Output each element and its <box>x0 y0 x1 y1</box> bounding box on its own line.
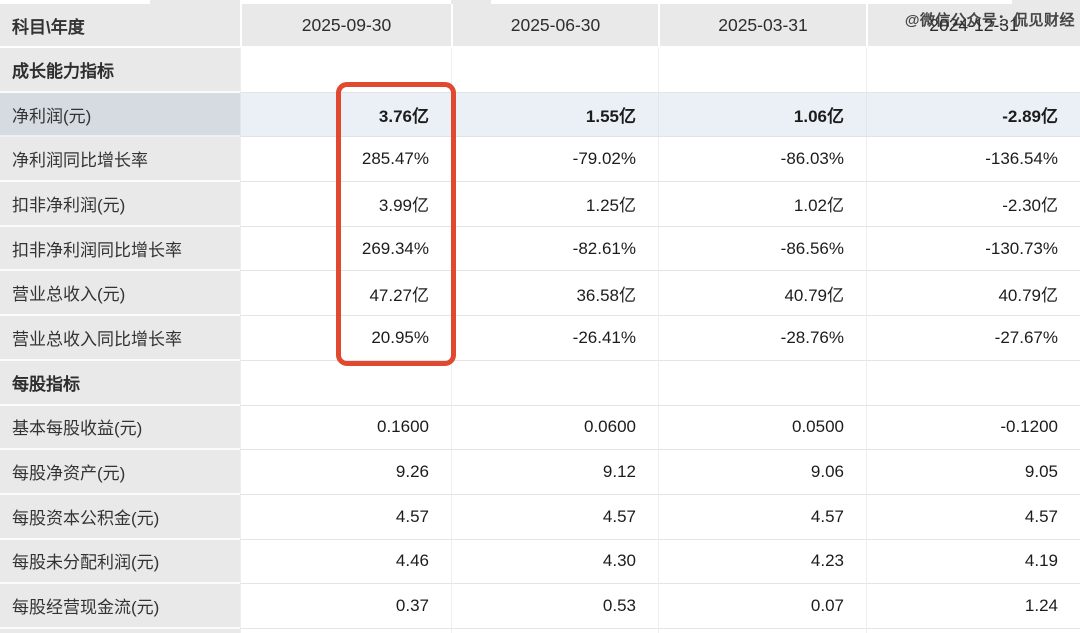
cell-value: 4.57 <box>451 494 658 540</box>
row-label: 成长能力指标 <box>0 48 240 93</box>
cell-value: -79.02% <box>451 137 658 183</box>
cell-value: -0.1200 <box>866 405 1080 451</box>
cell-value: 0.0600 <box>451 405 658 451</box>
table-row: 每股未分配利润(元) 4.46 4.30 4.23 4.19 <box>0 539 1080 585</box>
cell-value: 1.25亿 <box>451 182 658 227</box>
cell-value: 0.07 <box>658 584 866 629</box>
cell-value: 9.26 <box>240 450 451 495</box>
cell-value: -27.67% <box>866 316 1080 361</box>
cell-value <box>240 628 451 633</box>
cell-value: 1.06亿 <box>658 92 866 138</box>
cell-value: 9.05 <box>866 450 1080 495</box>
header-column-2025-09-30: 2025-09-30 <box>240 4 451 48</box>
cell-value: -2.89亿 <box>866 92 1080 138</box>
row-label: 每股净资产(元) <box>0 450 240 495</box>
cell-value <box>866 48 1080 93</box>
table-body: 成长能力指标 净利润(元) 3.76亿 1.55亿 1.06亿 -2.89亿 净利润同比增长… <box>0 48 1080 629</box>
cell-value <box>658 48 866 93</box>
cell-value: 4.57 <box>866 494 1080 540</box>
row-label: 每股经营现金流(元) <box>0 584 240 629</box>
table-row: 每股指标 <box>0 360 1080 406</box>
table-row: 每股资本公积金(元) 4.57 4.57 4.57 4.57 <box>0 494 1080 540</box>
row-label: 净利润(元) <box>0 92 240 138</box>
header-column-2024-12-31: 2024-12-31 <box>866 4 1080 48</box>
row-label: 净利润同比增长率 <box>0 137 240 183</box>
table-row: 基本每股收益(元) 0.1600 0.0600 0.0500 -0.1200 <box>0 405 1080 451</box>
cell-value: -86.56% <box>658 226 866 272</box>
cell-value: 9.06 <box>658 450 866 495</box>
sliver-segment <box>1012 0 1080 4</box>
cell-value: 269.34% <box>240 226 451 272</box>
cell-value <box>866 360 1080 406</box>
cell-value: -86.03% <box>658 137 866 183</box>
financial-metrics-table: 科目\年度 2025-09-30 2025-06-30 2025-03-31 2… <box>0 4 1080 633</box>
row-label <box>0 628 240 633</box>
cell-value: 4.57 <box>658 494 866 540</box>
table-row: 营业总收入同比增长率 20.95% -26.41% -28.76% -27.67% <box>0 316 1080 361</box>
cell-value: 40.79亿 <box>866 271 1080 317</box>
cell-value: 3.99亿 <box>240 182 451 227</box>
row-label: 扣非净利润(元) <box>0 182 240 227</box>
cell-value: 40.79亿 <box>658 271 866 317</box>
cell-value <box>451 48 658 93</box>
cell-value <box>658 628 866 633</box>
table-row: 净利润(元) 3.76亿 1.55亿 1.06亿 -2.89亿 <box>0 92 1080 138</box>
table-row: 每股经营现金流(元) 0.37 0.53 0.07 1.24 <box>0 584 1080 629</box>
cell-value: 0.53 <box>451 584 658 629</box>
row-label: 扣非净利润同比增长率 <box>0 226 240 272</box>
cell-value <box>866 628 1080 633</box>
table-row: 扣非净利润同比增长率 269.34% -82.61% -86.56% -130.73% <box>0 226 1080 272</box>
row-label: 每股指标 <box>0 360 240 406</box>
next-row-partial <box>0 628 1080 633</box>
cell-value <box>240 360 451 406</box>
row-label: 每股未分配利润(元) <box>0 539 240 585</box>
table-row: 营业总收入(元) 47.27亿 36.58亿 40.79亿 40.79亿 <box>0 271 1080 317</box>
cell-value: 3.76亿 <box>240 92 451 138</box>
header-corner-cell: 科目\年度 <box>0 4 240 48</box>
cell-value <box>451 360 658 406</box>
cell-value: 47.27亿 <box>240 271 451 317</box>
table-header-row: 科目\年度 2025-09-30 2025-06-30 2025-03-31 2… <box>0 4 1080 48</box>
previous-row-sliver <box>0 0 1080 4</box>
cell-value: 4.57 <box>240 494 451 540</box>
cell-value: 4.23 <box>658 539 866 585</box>
cell-value: 20.95% <box>240 316 451 361</box>
cell-value: -130.73% <box>866 226 1080 272</box>
cell-value: 1.24 <box>866 584 1080 629</box>
cell-value <box>451 628 658 633</box>
cell-value: 1.55亿 <box>451 92 658 138</box>
cell-value: 0.1600 <box>240 405 451 451</box>
header-column-2025-06-30: 2025-06-30 <box>451 4 658 48</box>
cell-value: 0.37 <box>240 584 451 629</box>
row-label: 每股资本公积金(元) <box>0 494 240 540</box>
cell-value <box>658 360 866 406</box>
cell-value: 4.46 <box>240 539 451 585</box>
cell-value <box>240 48 451 93</box>
table-row: 净利润同比增长率 285.47% -79.02% -86.03% -136.54% <box>0 137 1080 183</box>
header-column-2025-03-31: 2025-03-31 <box>658 4 866 48</box>
cell-value: 36.58亿 <box>451 271 658 317</box>
cell-value: 285.47% <box>240 137 451 183</box>
table-row: 每股净资产(元) 9.26 9.12 9.06 9.05 <box>0 450 1080 495</box>
cell-value: -28.76% <box>658 316 866 361</box>
cell-value: -136.54% <box>866 137 1080 183</box>
cell-value: 4.19 <box>866 539 1080 585</box>
watermark-text: @微信公众号：侃见财经 <box>904 12 1075 29</box>
cell-value: 4.30 <box>451 539 658 585</box>
sliver-segment <box>451 0 491 4</box>
sliver-segment <box>150 0 240 4</box>
cell-value: -26.41% <box>451 316 658 361</box>
cell-value: 9.12 <box>451 450 658 495</box>
table-row: 成长能力指标 <box>0 48 1080 93</box>
cell-value: -2.30亿 <box>866 182 1080 227</box>
cell-value: 1.02亿 <box>658 182 866 227</box>
table-row: 扣非净利润(元) 3.99亿 1.25亿 1.02亿 -2.30亿 <box>0 182 1080 227</box>
cell-value: 0.0500 <box>658 405 866 451</box>
row-label: 营业总收入(元) <box>0 271 240 317</box>
row-label: 营业总收入同比增长率 <box>0 316 240 361</box>
row-label: 基本每股收益(元) <box>0 405 240 451</box>
cell-value: -82.61% <box>451 226 658 272</box>
